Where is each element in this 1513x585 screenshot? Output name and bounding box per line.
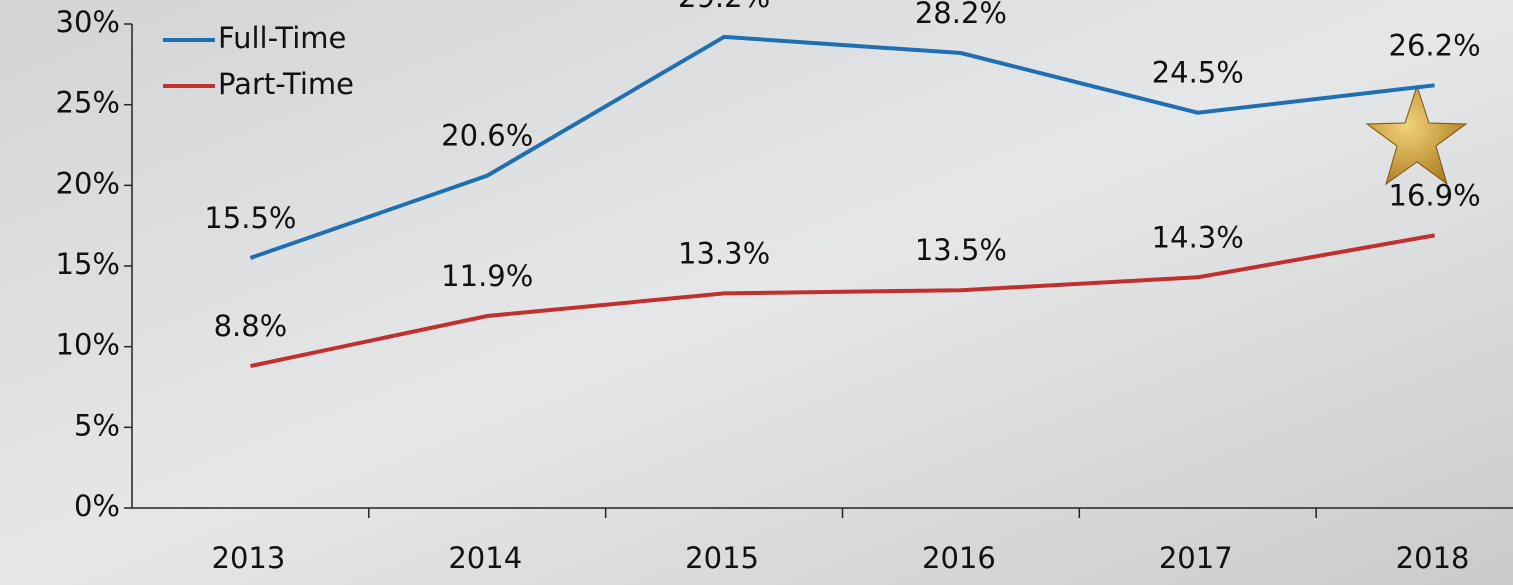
y-tick-label: 5% bbox=[74, 408, 120, 442]
data-label: 15.5% bbox=[204, 201, 296, 235]
data-label: 11.9% bbox=[441, 259, 533, 293]
x-tick-label: 2017 bbox=[1159, 541, 1233, 575]
data-label: 13.5% bbox=[915, 233, 1007, 267]
data-label: 26.2% bbox=[1389, 28, 1481, 62]
legend-label: Full-Time bbox=[218, 21, 346, 55]
data-label: 8.8% bbox=[214, 309, 288, 343]
data-label: 14.3% bbox=[1152, 220, 1244, 254]
data-label: 29.2% bbox=[678, 0, 770, 14]
data-label: 16.9% bbox=[1389, 178, 1481, 212]
series-line bbox=[249, 34, 1435, 260]
x-tick-label: 2018 bbox=[1396, 541, 1470, 575]
data-label: 28.2% bbox=[915, 0, 1007, 30]
x-tick-label: 2015 bbox=[685, 541, 759, 575]
y-tick-label: 10% bbox=[56, 328, 120, 362]
data-label: 24.5% bbox=[1152, 56, 1244, 90]
x-tick-label: 2013 bbox=[212, 541, 286, 575]
y-tick-label: 0% bbox=[74, 489, 120, 523]
legend-label: Part-Time bbox=[218, 67, 354, 101]
data-label: 13.3% bbox=[678, 236, 770, 270]
x-tick-label: 2016 bbox=[922, 541, 996, 575]
y-tick-label: 15% bbox=[56, 247, 120, 281]
y-tick-label: 20% bbox=[56, 166, 120, 200]
series-line bbox=[250, 233, 1435, 368]
y-tick-label: 30% bbox=[56, 5, 120, 39]
y-tick-label: 25% bbox=[56, 86, 120, 120]
x-tick-label: 2014 bbox=[448, 541, 522, 575]
data-label: 20.6% bbox=[441, 119, 533, 153]
star-icon bbox=[1365, 84, 1468, 186]
